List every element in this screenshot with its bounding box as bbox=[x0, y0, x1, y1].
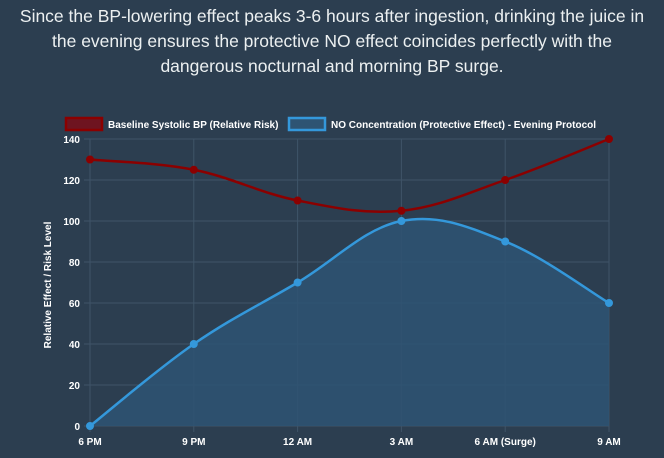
no-concentration-legend-label[interactable]: NO Concentration (Protective Effect) - E… bbox=[331, 120, 596, 131]
baseline-bp-point[interactable] bbox=[605, 135, 613, 143]
axis-ticks: 0 20 40 60 80 100 120 140 6 PM 9 PM 12 AM 3 AM 6 AM … bbox=[63, 135, 620, 448]
baseline-bp-line bbox=[89, 137, 610, 214]
y-tick-label: 60 bbox=[69, 299, 81, 310]
x-tick-label: 9 AM bbox=[597, 437, 621, 448]
x-tick-label: 12 AM bbox=[283, 437, 312, 448]
y-tick-label: 140 bbox=[63, 135, 80, 146]
baseline-bp-legend-swatch[interactable] bbox=[64, 116, 104, 132]
baseline-bp-point[interactable] bbox=[501, 176, 510, 184]
y-tick-label: 20 bbox=[69, 381, 81, 392]
x-tick-label: 3 AM bbox=[390, 437, 414, 448]
baseline-bp-point[interactable] bbox=[293, 196, 302, 205]
y-tick-label: 120 bbox=[63, 176, 80, 187]
caption-line-2: the evening ensures the protective NO ef… bbox=[52, 31, 612, 51]
caption-line-3: dangerous nocturnal and morning BP surge… bbox=[160, 56, 504, 76]
area-fills bbox=[90, 218, 609, 426]
y-tick-label: 80 bbox=[69, 258, 81, 269]
data-points bbox=[86, 135, 613, 430]
baseline-bp-legend-label[interactable]: Baseline Systolic BP (Relative Risk) bbox=[108, 120, 278, 131]
y-tick-label: 100 bbox=[63, 217, 80, 228]
baseline-bp-point[interactable] bbox=[189, 165, 198, 174]
no-concentration-point[interactable] bbox=[397, 217, 406, 225]
no-concentration-point[interactable] bbox=[293, 278, 302, 287]
no-concentration-line bbox=[89, 217, 610, 427]
x-tick-label: 6 AM (Surge) bbox=[475, 437, 536, 448]
y-tick-label: 40 bbox=[69, 340, 81, 351]
chart-caption: Since the BP-lowering effect peaks 3-6 h… bbox=[0, 0, 664, 79]
y-axis-label: Relative Effect / Risk Level bbox=[43, 221, 54, 348]
y-tick-label: 0 bbox=[74, 422, 80, 433]
no-concentration-point[interactable] bbox=[501, 237, 510, 246]
no-concentration-point[interactable] bbox=[605, 299, 613, 307]
baseline-bp-point[interactable] bbox=[397, 206, 406, 215]
legend[interactable]: Baseline Systolic BP (Relative Risk) NO C… bbox=[64, 116, 596, 132]
baseline-bp-point[interactable] bbox=[86, 155, 94, 164]
series-lines bbox=[89, 137, 610, 427]
no-concentration-point[interactable] bbox=[189, 340, 198, 348]
no-concentration-area bbox=[90, 218, 609, 426]
no-concentration-legend-swatch[interactable] bbox=[287, 116, 327, 132]
x-tick-label: 9 PM bbox=[182, 437, 205, 448]
no-concentration-point[interactable] bbox=[86, 422, 94, 430]
x-tick-label: 6 PM bbox=[78, 437, 101, 448]
caption-line-1: Since the BP-lowering effect peaks 3-6 h… bbox=[19, 6, 645, 26]
